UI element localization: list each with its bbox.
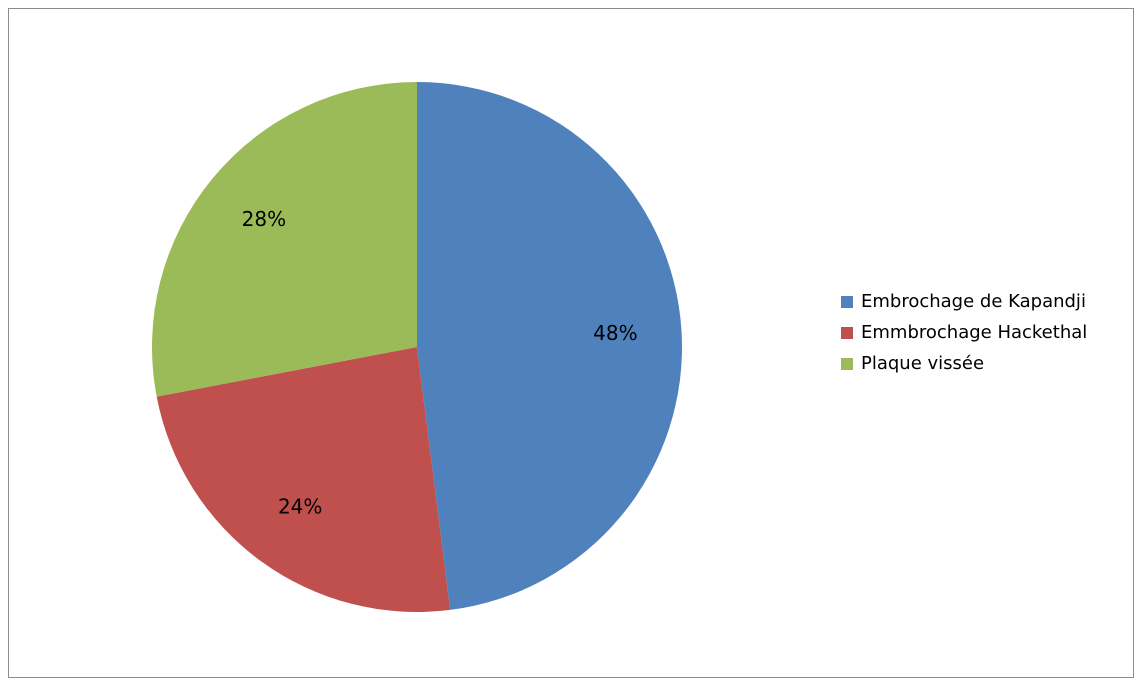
legend-label-kapandji: Embrochage de Kapandji [861, 291, 1086, 312]
data-label-hackethal: 24% [278, 494, 322, 518]
data-label-kapandji: 48% [593, 321, 637, 345]
pie-slice-hackethal [156, 347, 451, 612]
legend-label-plaque: Plaque vissée [861, 353, 985, 374]
legend-swatch-hackethal [841, 326, 853, 339]
legend-item-kapandji: Embrochage de Kapandji [841, 286, 1087, 317]
legend-item-plaque: Plaque vissée [841, 348, 1087, 379]
legend-swatch-plaque [841, 357, 853, 370]
pie-slice-kapandji [417, 82, 682, 610]
legend-item-hackethal: Emmbrochage Hackethal [841, 317, 1087, 348]
pie-slice-plaque [151, 82, 417, 397]
legend-label-hackethal: Emmbrochage Hackethal [861, 322, 1088, 343]
legend: Embrochage de Kapandji Emmbrochage Hacke… [841, 286, 1087, 379]
data-label-plaque: 28% [242, 207, 286, 231]
legend-swatch-kapandji [841, 295, 853, 308]
